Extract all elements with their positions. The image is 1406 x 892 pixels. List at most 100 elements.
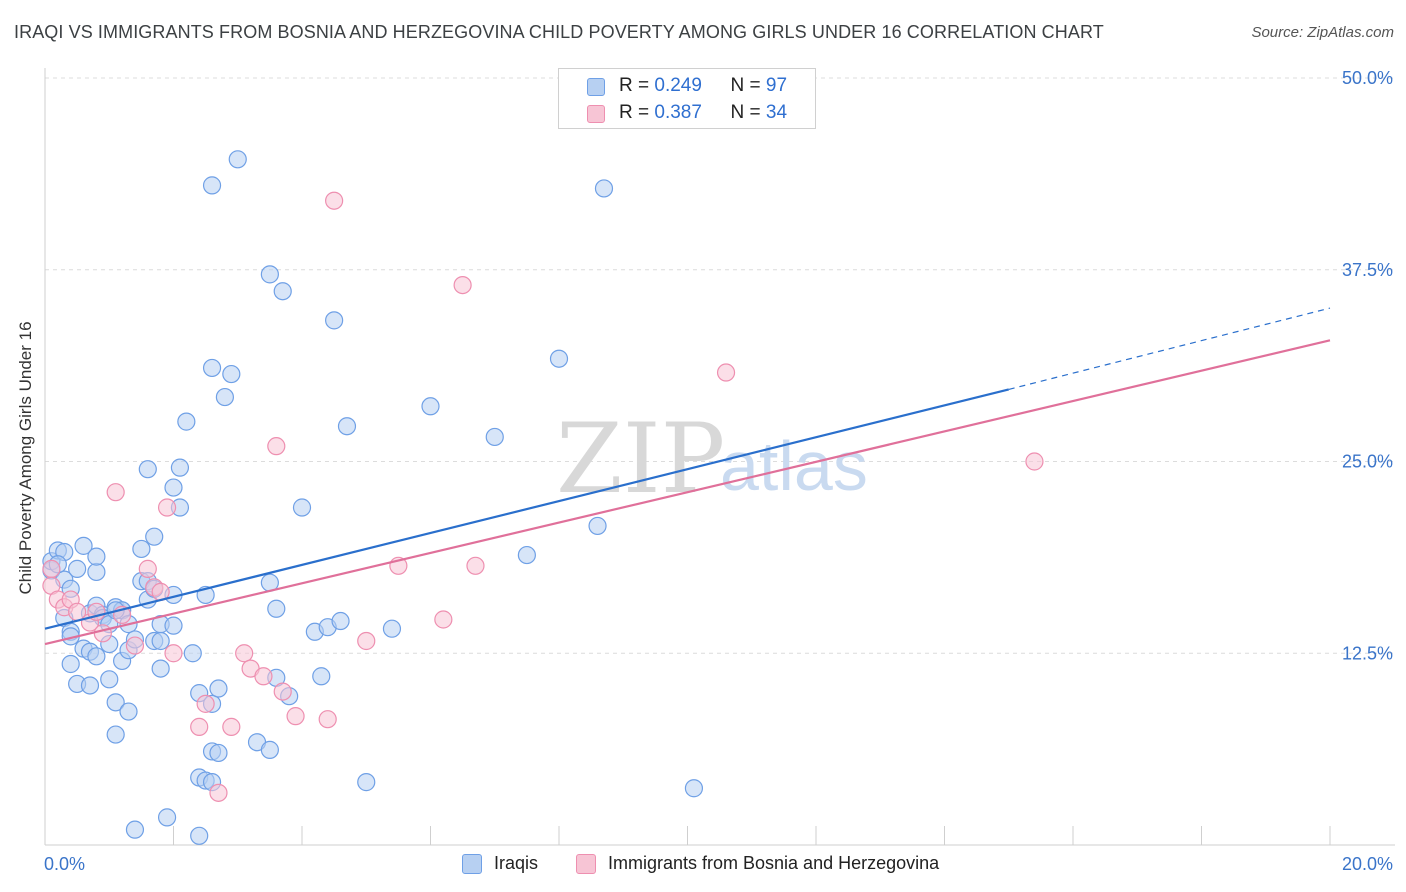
iraqi-point-93 [594, 179, 614, 198]
bosnia-point-27 [318, 710, 337, 729]
iraqi-point-83 [325, 311, 344, 330]
bosnia-points [42, 191, 1044, 802]
bosnia-point-29 [357, 631, 376, 651]
axes [44, 68, 1395, 846]
iraqi-point-72 [260, 740, 279, 759]
iraqi-point-75 [267, 599, 286, 618]
iraqi-trend-extension [1008, 307, 1331, 390]
bosnia-trend-line [44, 339, 1331, 646]
iraqi-point-49 [164, 478, 183, 497]
trend-lines [44, 307, 1331, 646]
iraqi-point-69 [222, 364, 241, 384]
iraqi-point-91 [549, 349, 569, 368]
iraqi-point-58 [190, 826, 209, 845]
iraqi-point-90 [517, 545, 536, 565]
iraqi-point-77 [273, 282, 292, 301]
legend-bosnia-r: 0.387 [654, 102, 702, 123]
iraqi-point-36 [125, 820, 145, 839]
legend-bosnia-n: 34 [765, 102, 788, 123]
iraqi-point-64 [202, 176, 222, 195]
bottom-swatch-bosnia [576, 854, 596, 874]
iraqi-point-12 [74, 536, 93, 555]
legend-iraqi-n: 97 [765, 75, 788, 96]
legend-r-label: R = [619, 75, 650, 96]
bosnia-point-11 [125, 636, 145, 655]
bosnia-point-23 [254, 667, 273, 686]
bosnia-point-19 [209, 783, 228, 802]
iraqi-point-34 [119, 702, 138, 721]
bosnia-point-18 [196, 694, 215, 713]
iraqi-point-70 [228, 150, 247, 169]
iraqi-point-81 [312, 667, 331, 686]
y-tick-label-0: 12.5% [1342, 643, 1393, 663]
chart-title: IRAQI VS IMMIGRANTS FROM BOSNIA AND HERZ… [14, 22, 1104, 42]
bottom-legend-iraqi-label: Iraqis [494, 853, 539, 873]
bosnia-point-26 [286, 707, 305, 726]
bosnia-point-15 [157, 498, 177, 517]
legend-n-label: N = [730, 75, 761, 96]
source-label: Source: ZipAtlas.com [1251, 24, 1394, 41]
watermark-zip: ZIP [556, 403, 725, 515]
bosnia-point-12 [138, 559, 157, 578]
iraqi-point-67 [209, 743, 228, 763]
iraqi-point-9 [61, 654, 80, 674]
iraqi-point-87 [382, 619, 402, 638]
iraqi-point-40 [138, 460, 157, 479]
iraqi-point-62 [202, 358, 222, 378]
y-tick-label-2: 37.5% [1342, 260, 1393, 280]
x-tick-label-0: 0.0% [44, 854, 85, 874]
iraqi-point-92 [588, 516, 607, 536]
iraqi-point-27 [106, 725, 125, 744]
iraqi-point-37 [132, 539, 151, 559]
bottom-legend-bosnia-label: Immigrants from Bosnia and Herzegovina [608, 853, 940, 873]
iraqi-point-19 [87, 562, 106, 582]
bosnia-point-32 [453, 275, 472, 295]
bosnia-point-0 [42, 559, 61, 578]
iraqi-point-55 [183, 644, 202, 663]
bosnia-point-34 [716, 363, 736, 382]
iraqi-point-85 [337, 417, 357, 436]
y-tick-label-3: 50.0% [1342, 68, 1393, 88]
bosnia-point-33 [466, 556, 485, 575]
watermark: ZIP atlas [556, 403, 868, 515]
iraqi-point-54 [177, 412, 196, 431]
iraqi-point-28 [106, 693, 125, 712]
y-tick-label-1: 25.0% [1342, 452, 1393, 472]
iraqi-point-47 [151, 631, 170, 651]
bosnia-point-16 [164, 644, 183, 663]
iraqi-point-48 [157, 808, 177, 827]
bosnia-point-9 [106, 483, 125, 502]
iraqi-point-86 [357, 773, 376, 792]
iraqi-point-66 [209, 679, 228, 698]
correlation-legend: R = 0.249 N = 97 R = 0.387 N = 34 [558, 68, 816, 129]
iraqi-point-11 [68, 559, 87, 578]
bosnia-point-8 [93, 624, 112, 643]
iraqi-point-89 [485, 427, 504, 447]
iraqi-point-18 [87, 647, 106, 666]
x-tick-label-1: 20.0% [1342, 854, 1393, 874]
bosnia-point-28 [325, 191, 344, 210]
bosnia-point-35 [1025, 452, 1044, 471]
iraqi-point-15 [80, 676, 100, 695]
bosnia-point-17 [190, 717, 209, 736]
bosnia-point-24 [267, 437, 286, 456]
iraqi-trend-line [44, 388, 1010, 630]
iraqi-point-94 [684, 779, 704, 798]
iraqi-point-79 [292, 498, 312, 517]
iraqi-point-23 [100, 670, 119, 689]
bottom-swatch-iraqi [462, 854, 482, 874]
bosnia-point-31 [434, 610, 453, 629]
iraqi-point-46 [151, 659, 170, 678]
bosnia-point-20 [222, 717, 241, 736]
iraqi-point-74 [260, 265, 279, 284]
tick-labels: 12.5% 25.0% 37.5% 50.0% 0.0% 20.0% [44, 68, 1393, 874]
iraqi-point-20 [87, 547, 106, 566]
legend-n-label: N = [730, 102, 761, 123]
iraqi-point-68 [215, 387, 234, 407]
iraqi-point-50 [164, 616, 183, 635]
legend-swatch-bosnia [587, 105, 605, 123]
iraqi-point-88 [421, 397, 440, 416]
bosnia-point-21 [235, 644, 254, 663]
iraqi-point-53 [170, 458, 190, 477]
